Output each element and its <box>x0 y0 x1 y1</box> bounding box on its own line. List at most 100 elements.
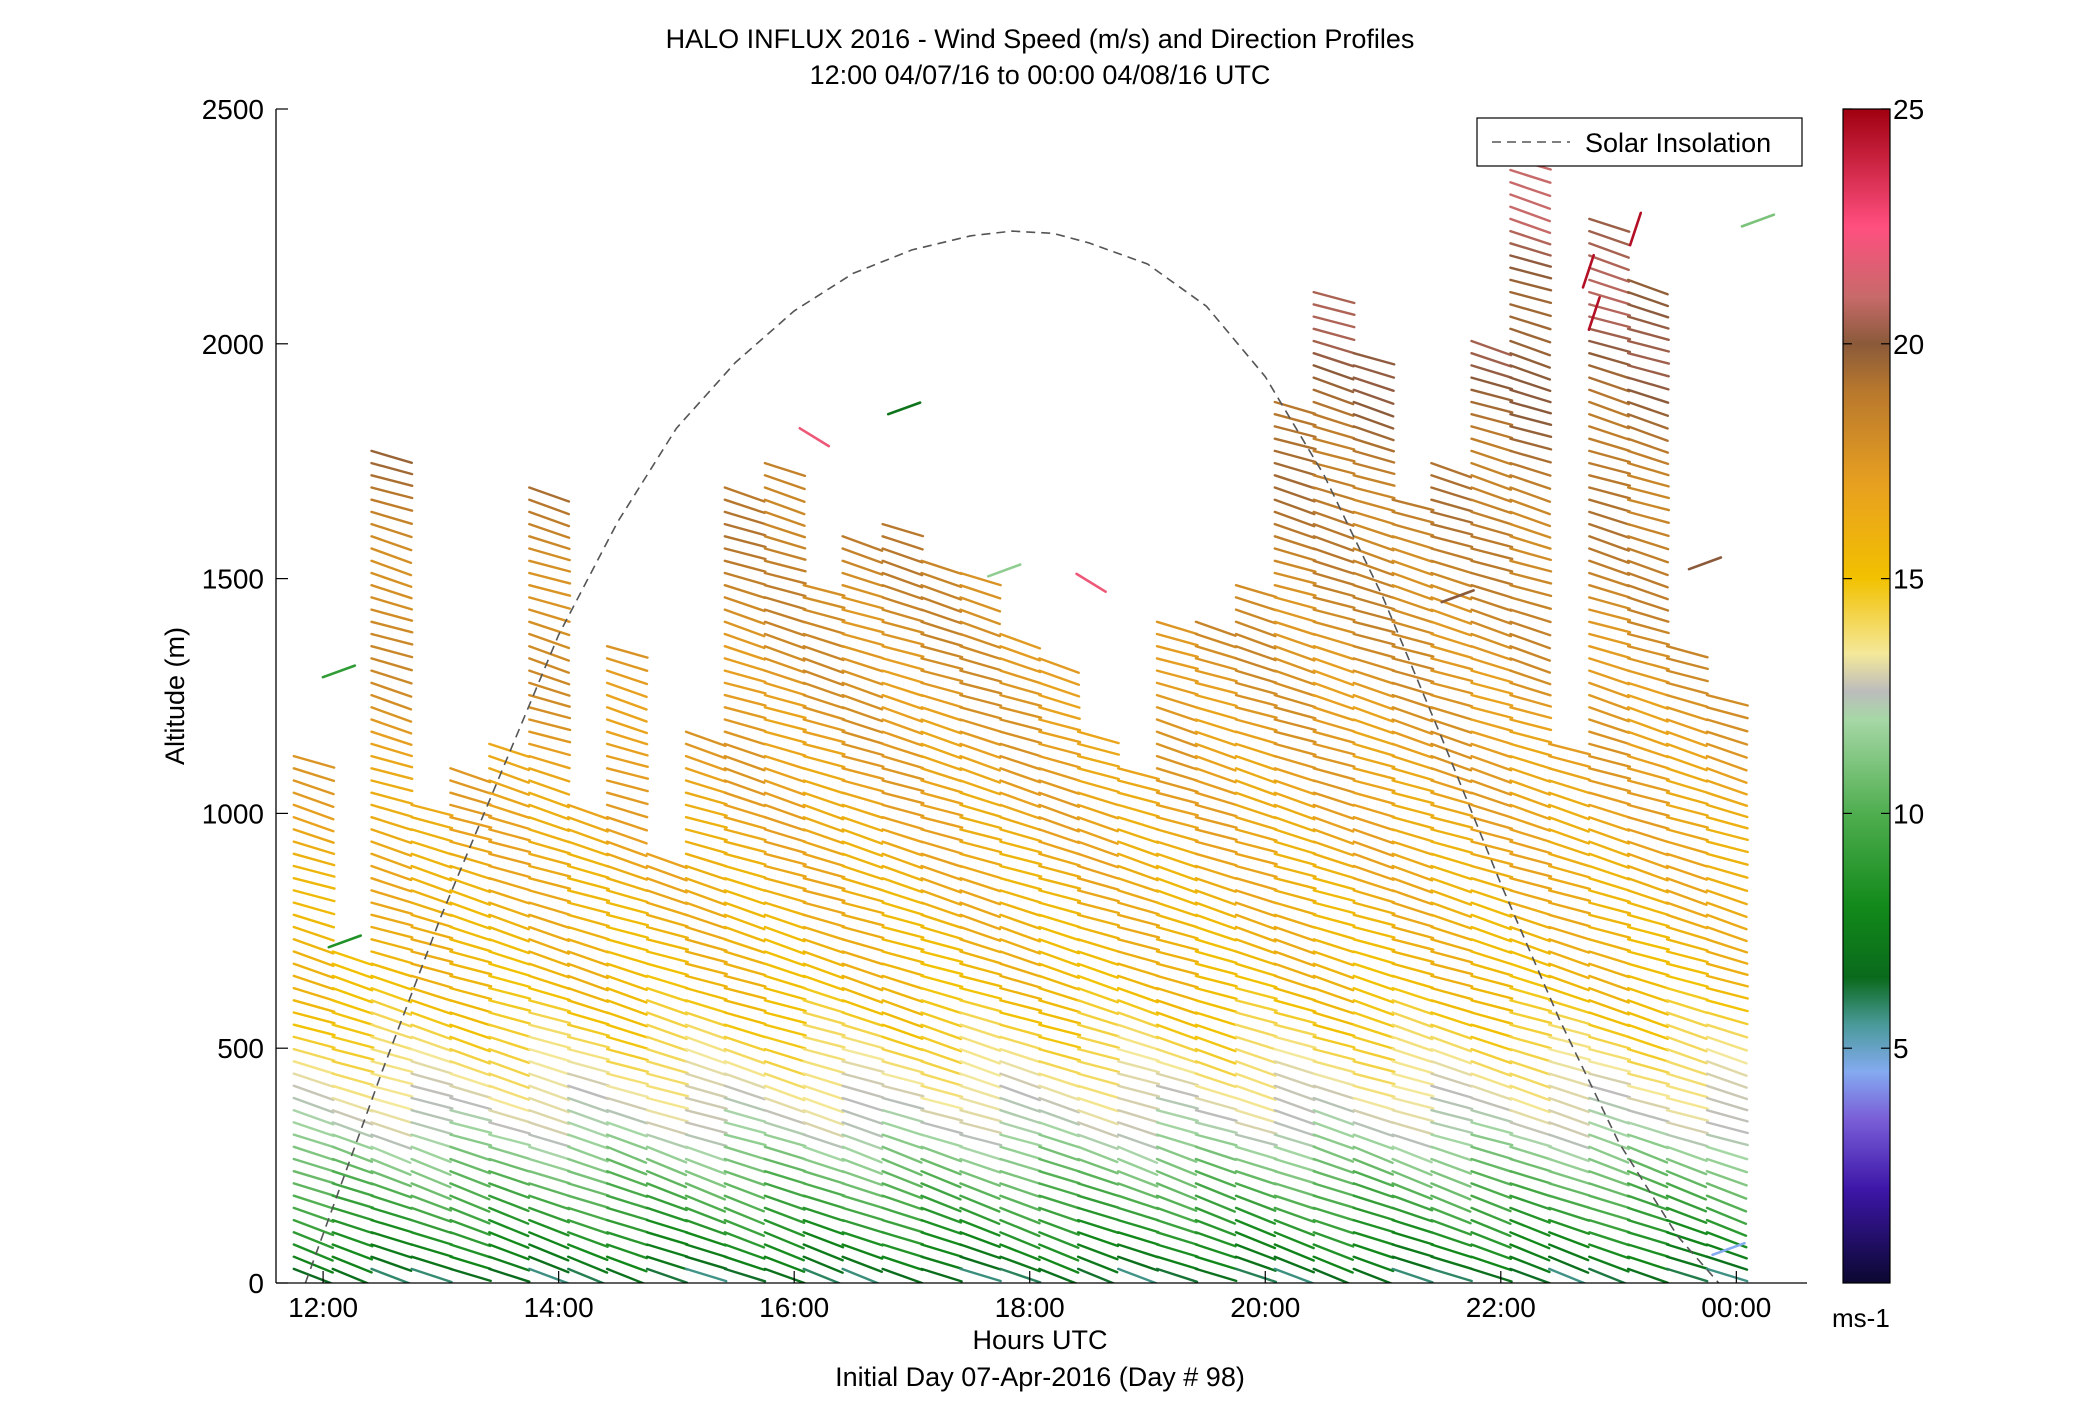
wind-barb <box>1116 901 1160 916</box>
wind-barb <box>1509 1084 1552 1102</box>
wind-barb <box>1352 1047 1396 1062</box>
wind-barb <box>841 1169 884 1187</box>
wind-barb <box>1470 352 1513 368</box>
wind-barb <box>959 1157 1002 1174</box>
wind-barb <box>1116 1157 1159 1177</box>
wind-barb <box>1588 498 1631 513</box>
wind-barb <box>1509 877 1553 890</box>
wind-barb <box>488 986 532 1000</box>
wind-barb <box>1076 791 1120 807</box>
wind-barb <box>1038 1157 1081 1173</box>
wind-barb <box>410 816 454 830</box>
wind-barb <box>723 779 766 796</box>
wind-barb <box>1116 791 1161 805</box>
wind-barb <box>1470 840 1514 854</box>
wind-barb <box>1430 742 1473 760</box>
wind-barb <box>1076 1023 1120 1038</box>
wind-barb <box>1509 388 1552 404</box>
wind-barb <box>1312 1035 1356 1049</box>
wind-barb <box>605 645 649 659</box>
wind-barb <box>1588 217 1631 233</box>
wind-barb <box>841 754 885 768</box>
wind-barb <box>1038 1108 1081 1126</box>
wind-barb <box>1076 962 1119 979</box>
wind-barb <box>1234 1157 1278 1173</box>
wind-barb <box>1470 547 1514 561</box>
wind-barb <box>1665 1255 1709 1270</box>
wind-barb <box>1588 901 1632 915</box>
wind-barb <box>920 1072 963 1087</box>
wind-barb <box>370 1182 413 1199</box>
wind-barb <box>1626 1023 1669 1041</box>
wind-barb <box>370 1218 413 1234</box>
wind-barb <box>1470 1023 1513 1039</box>
wind-barb <box>1352 376 1395 392</box>
wind-barb <box>1509 376 1552 393</box>
wind-barb <box>1588 364 1631 380</box>
wind-barb <box>605 986 648 1004</box>
wind-barb <box>1155 1108 1199 1123</box>
wind-barb <box>1430 632 1473 648</box>
wind-barb <box>1588 1169 1631 1187</box>
wind-barb <box>1352 1243 1395 1260</box>
wind-barb <box>528 950 570 967</box>
wind-barb <box>370 608 414 622</box>
wind-barb <box>920 925 963 941</box>
wind-barb <box>1234 1121 1278 1135</box>
wind-barb <box>763 1231 805 1250</box>
wind-barb <box>1273 486 1316 503</box>
wind-barb <box>999 828 1043 843</box>
wind-barb <box>567 950 609 967</box>
wind-barb <box>1588 962 1631 979</box>
wind-barb <box>1312 449 1356 463</box>
wind-barb <box>723 864 767 879</box>
wind-barb <box>1470 1218 1512 1238</box>
wind-barb <box>1430 999 1473 1014</box>
wind-barb <box>1155 681 1199 696</box>
wind-barb <box>1509 364 1552 381</box>
wind-barb <box>1352 474 1396 487</box>
wind-barb <box>684 852 728 868</box>
wind-barb <box>1588 1231 1631 1247</box>
wind-barb <box>528 1121 571 1137</box>
wind-barb <box>1273 852 1317 867</box>
wind-barb <box>410 1255 453 1271</box>
wind-barb <box>1547 1169 1591 1185</box>
wind-barb <box>1116 889 1160 905</box>
wind-barb <box>1116 877 1160 893</box>
wind-barb <box>723 535 767 549</box>
wind-barb <box>528 889 572 903</box>
wind-barb <box>920 986 963 1002</box>
wind-barb <box>370 1047 414 1062</box>
wind-barb <box>449 925 492 942</box>
wind-barb <box>1234 1096 1278 1113</box>
wind-barb <box>1588 938 1631 952</box>
wind-barb <box>763 889 807 904</box>
wind-barb <box>1038 779 1081 795</box>
wind-barb <box>1391 547 1434 563</box>
wind-barb <box>841 571 884 588</box>
wind-barb <box>959 803 1002 818</box>
wind-barb <box>645 1194 688 1212</box>
wind-barb <box>1470 889 1513 905</box>
wind-barb <box>1430 1084 1474 1099</box>
wind-barb <box>1509 974 1552 990</box>
wind-barb <box>528 718 572 732</box>
wind-barb <box>1509 962 1552 979</box>
wind-barb <box>1155 730 1198 748</box>
wind-barb <box>763 1011 807 1025</box>
wind-barb <box>488 1206 530 1225</box>
wind-barb <box>370 1011 413 1028</box>
wind-barb <box>1430 1060 1473 1077</box>
wind-barb <box>1038 1133 1081 1149</box>
wind-barb <box>1470 816 1514 830</box>
wind-barb <box>528 1023 572 1037</box>
wind-barb <box>1234 584 1278 599</box>
wind-barb <box>1391 498 1435 512</box>
wind-barb <box>1509 303 1552 318</box>
wind-barb <box>1588 974 1631 992</box>
wind-barb <box>1234 730 1278 745</box>
wind-barb <box>881 1023 924 1040</box>
wind-barb <box>1273 962 1316 979</box>
wind-barb <box>920 974 964 988</box>
